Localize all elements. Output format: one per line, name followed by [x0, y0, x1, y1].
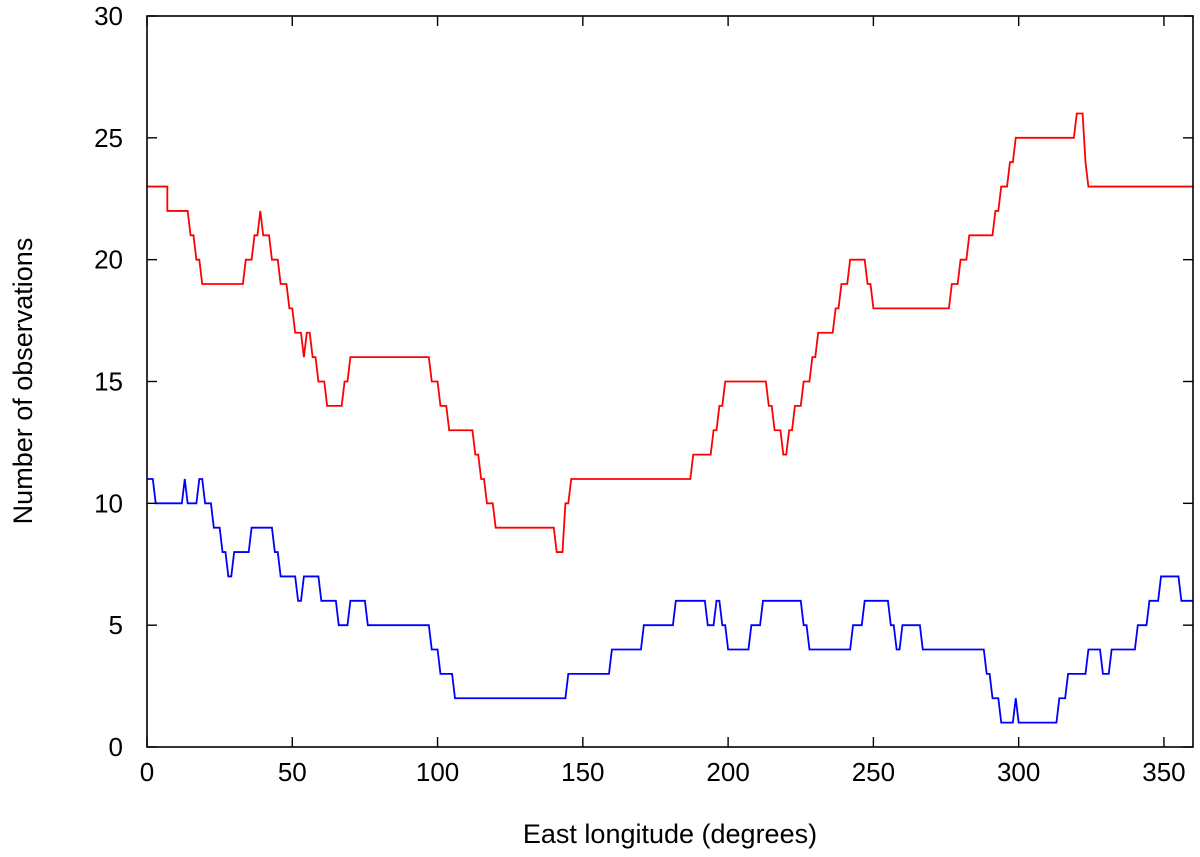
x-tick-label: 50 [278, 757, 307, 787]
y-tick-label: 0 [109, 732, 123, 762]
series-layer [147, 112, 1193, 724]
x-tick-label: 250 [852, 757, 895, 787]
series-line-2 [147, 478, 1193, 724]
y-tick-label: 25 [94, 123, 123, 153]
x-tick-label: 200 [706, 757, 749, 787]
y-axis-ticks: 0 5 10 15 20 25 30 [94, 1, 1193, 762]
x-tick-label: 350 [1142, 757, 1185, 787]
y-axis-label: Number of observations [8, 238, 38, 525]
y-tick-label: 5 [109, 610, 123, 640]
x-tick-label: 0 [140, 757, 154, 787]
x-tick-label: 300 [997, 757, 1040, 787]
x-tick-label: 100 [416, 757, 459, 787]
y-tick-label: 10 [94, 488, 123, 518]
x-tick-label: 150 [561, 757, 604, 787]
x-axis-label: East longitude (degrees) [523, 819, 817, 849]
series-line-1 [147, 112, 1193, 553]
y-tick-label: 30 [94, 1, 123, 31]
y-tick-label: 20 [94, 245, 123, 275]
y-tick-label: 15 [94, 367, 123, 397]
x-axis-ticks: 0 50 100 150 200 250 300 350 [140, 16, 1186, 787]
